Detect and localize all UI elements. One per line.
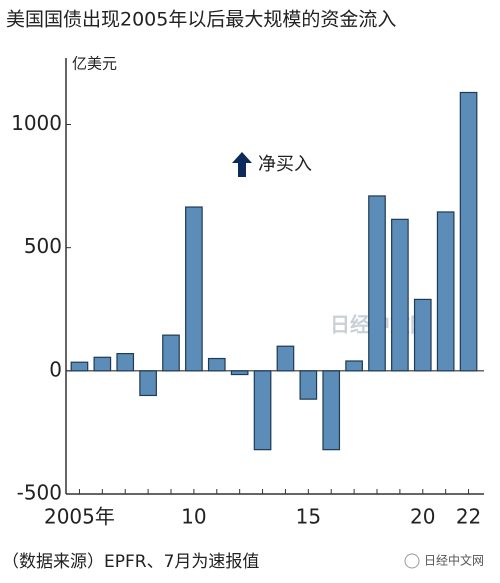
bar: [207, 357, 226, 372]
bar: [322, 370, 341, 451]
bar: [116, 352, 135, 372]
x-tick-label: 2005年: [44, 505, 115, 529]
bar: [345, 360, 363, 372]
bar: [162, 334, 180, 372]
x-tick-label: 10: [181, 505, 206, 529]
bar: [253, 370, 272, 451]
logo-icon: [404, 553, 420, 569]
bar: [391, 218, 409, 372]
logo: 日经中文网: [424, 553, 484, 568]
bar: [436, 211, 455, 372]
source-note: （数据来源）EPFR、7月为速报值: [2, 552, 259, 572]
y-tick-label: -500: [17, 481, 62, 505]
bar: [230, 370, 249, 376]
bar: [413, 298, 432, 372]
y-tick-label: 500: [24, 234, 62, 258]
x-tick-label: 20: [410, 505, 435, 529]
bar: [185, 206, 203, 372]
y-tick-label: 1000: [11, 111, 62, 135]
bar: [139, 370, 157, 397]
y-axis-label: 亿美元: [72, 55, 117, 73]
arrow-icon: [232, 152, 252, 177]
chart-title: 美国国债出现2005年以后最大规模的资金流入: [6, 9, 396, 31]
bar: [299, 370, 318, 400]
annotation: 净买入: [258, 154, 312, 175]
bar: [276, 345, 295, 372]
bar: [368, 195, 386, 372]
bar: [459, 91, 478, 372]
bar: [93, 356, 112, 372]
x-tick-label: 22: [456, 505, 481, 529]
y-tick-label: 0: [49, 357, 62, 381]
x-tick-label: 15: [296, 505, 321, 529]
bar: [70, 361, 89, 372]
